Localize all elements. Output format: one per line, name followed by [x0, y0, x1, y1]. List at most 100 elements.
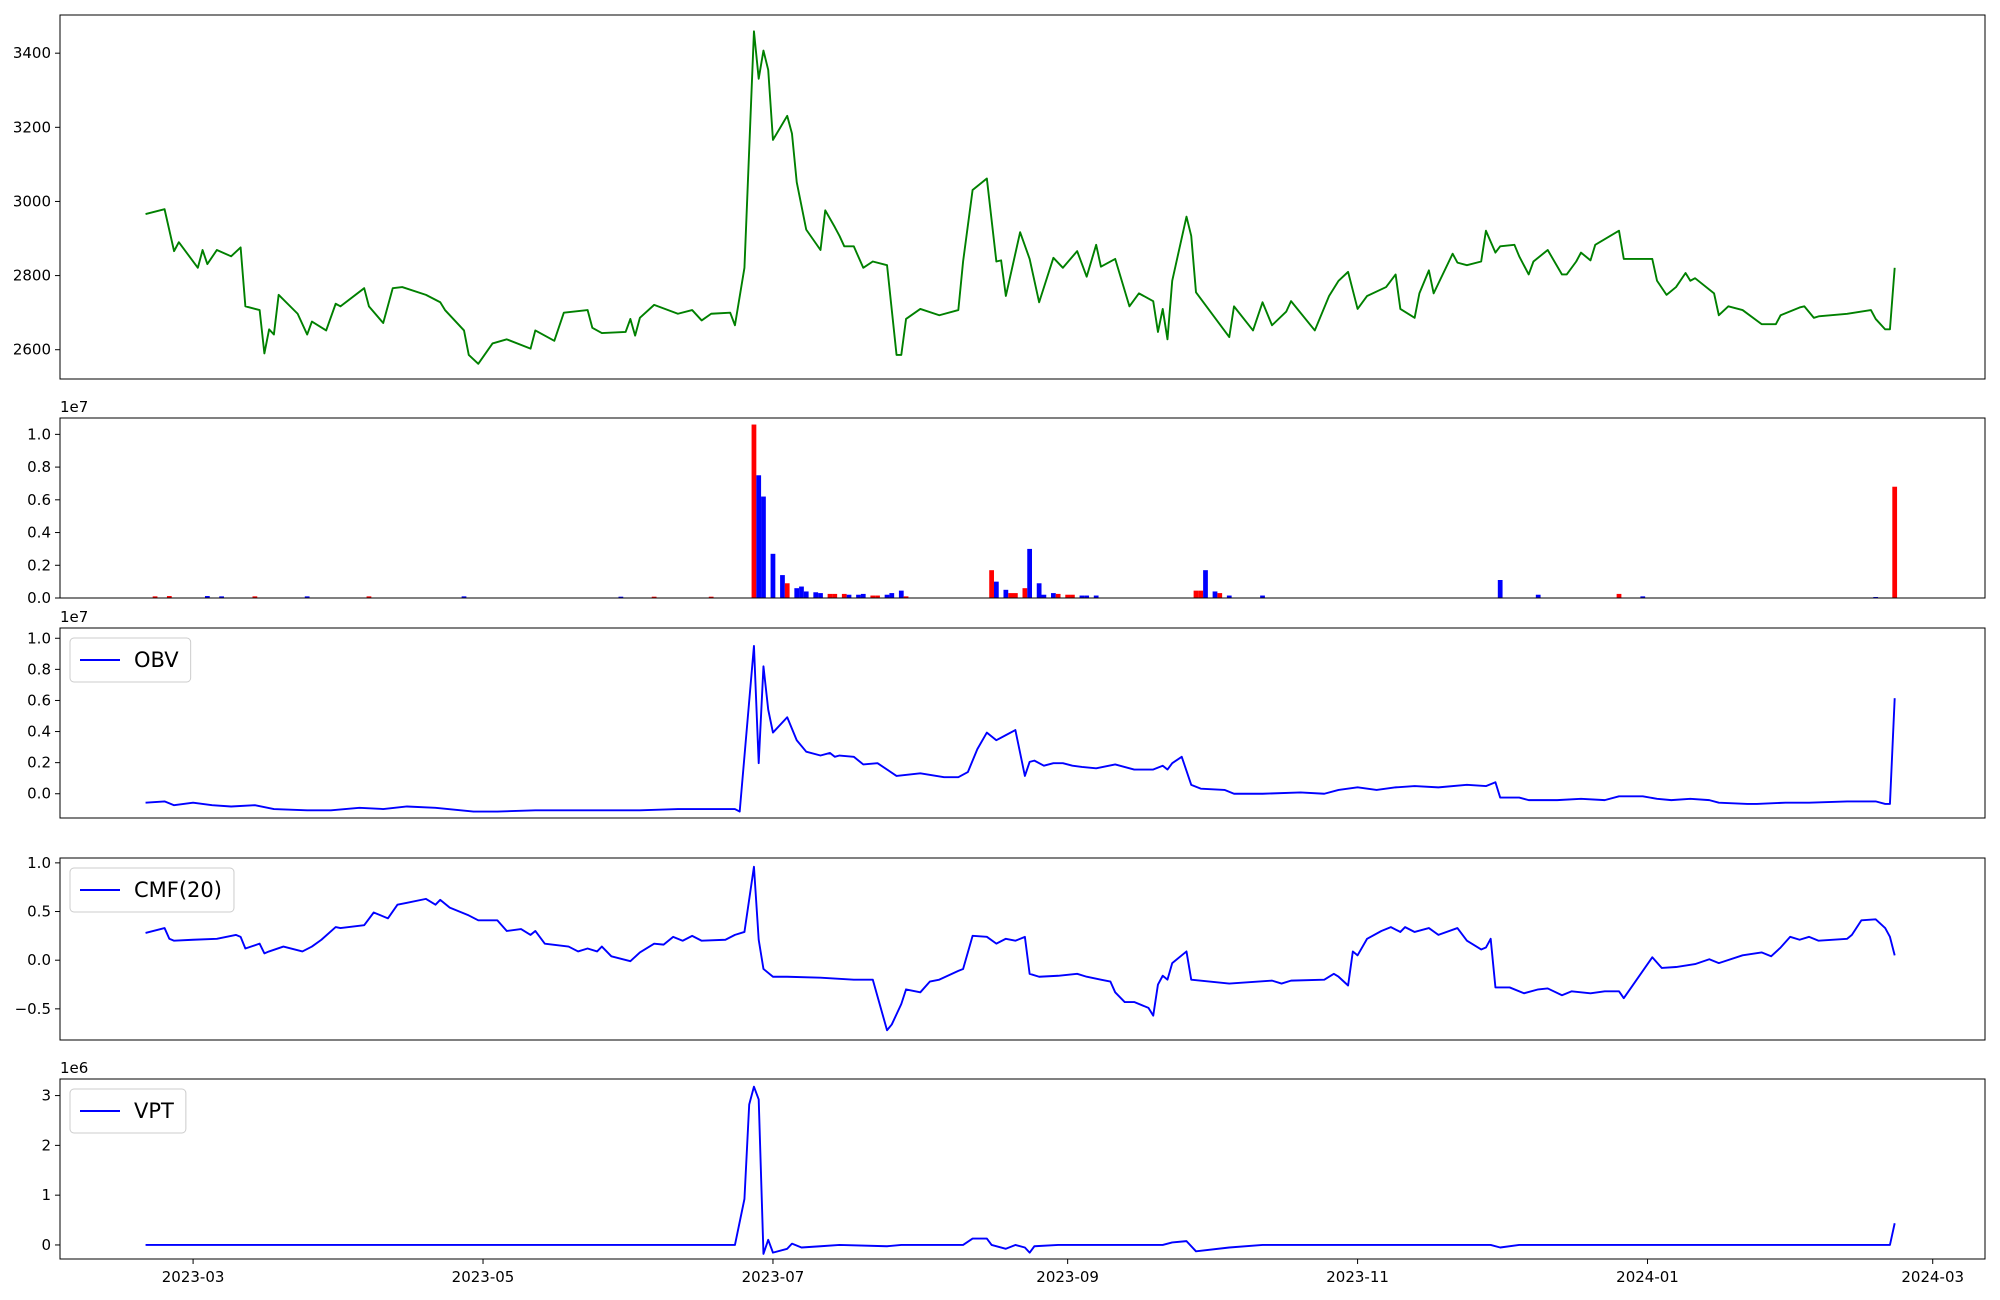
- legend-box: [69, 637, 192, 683]
- volume-bar: [856, 594, 861, 598]
- volume-bar: [761, 496, 766, 598]
- y-tick-label: 0.6: [27, 491, 51, 509]
- volume-bar: [1022, 588, 1028, 598]
- legend-label: VPT: [134, 1099, 174, 1123]
- volume-bar: [1193, 590, 1199, 598]
- legend-box: [69, 867, 235, 913]
- y-tick-label: 0.6: [27, 691, 51, 709]
- volume-bar: [799, 586, 804, 598]
- y-tick-label: 0.2: [27, 556, 51, 574]
- volume-bar: [889, 593, 895, 598]
- volume-bar: [166, 596, 172, 598]
- volume-bar: [841, 593, 847, 598]
- volume-bar: [884, 594, 890, 598]
- x-tick-label: 2023-07: [742, 1268, 805, 1286]
- panel: 0 1 2 3 1e6 2023-03 2023-05 2023-07 2023-09 2023-…: [41, 1059, 1986, 1286]
- volume-bar: [651, 596, 657, 598]
- volume-bar: [818, 593, 823, 598]
- volume-bar: [898, 590, 904, 598]
- volume-bar: [903, 596, 909, 598]
- y-tick-label: 1.0: [27, 425, 51, 443]
- volume-bar: [784, 583, 790, 598]
- volume-bar: [618, 596, 624, 598]
- volume-bar: [366, 596, 372, 598]
- volume-bar: [1051, 593, 1056, 598]
- volume-bar: [1892, 486, 1898, 598]
- y-tick-label: 3: [41, 1087, 51, 1105]
- y-tick-label: 0: [41, 1236, 51, 1254]
- volume-bar: [794, 588, 800, 598]
- volume-bar: [1203, 570, 1208, 598]
- volume-bar: [1260, 595, 1265, 598]
- y-tick-label: 0.0: [27, 785, 51, 803]
- volume-bar: [1198, 590, 1204, 598]
- volume-bar: [1027, 548, 1033, 598]
- y-tick-label: 0.4: [27, 524, 51, 542]
- volume-bar: [1036, 583, 1042, 598]
- volume-bar: [1070, 594, 1075, 598]
- y-tick-label: 1: [41, 1186, 51, 1204]
- volume-bar: [152, 596, 158, 598]
- volume-bar: [1217, 593, 1223, 598]
- volume-bar: [827, 593, 833, 598]
- volume-bar: [1065, 594, 1071, 598]
- volume-bar: [1084, 595, 1090, 598]
- panel: 0.0 0.2 0.4 0.6 0.8 1.0 1e7 OBV: [27, 608, 1986, 819]
- legend: CMF(20): [69, 867, 235, 913]
- volume-bar: [1003, 589, 1009, 598]
- legend: VPT: [69, 1088, 187, 1134]
- y-tick-label: 0.8: [27, 660, 51, 678]
- volume-bar: [756, 475, 762, 598]
- volume-bar: [870, 595, 876, 598]
- volume-bar: [1640, 596, 1646, 598]
- volume-bar: [1226, 595, 1232, 598]
- axis-offset-text: 1e7: [60, 398, 88, 416]
- axes-frame: [59, 417, 1986, 599]
- legend: OBV: [69, 637, 192, 683]
- axes-frame: [59, 1078, 1986, 1260]
- volume-bar: [1012, 593, 1018, 598]
- data-line: [145, 30, 1896, 365]
- data-line: [145, 644, 1896, 813]
- panel: −0.5 0.0 0.5 1.0 CMF(20): [15, 854, 1986, 1041]
- volume-bar: [252, 596, 258, 598]
- axes-frame: [59, 14, 1986, 380]
- volume-bar: [1093, 595, 1099, 598]
- volume-bar: [1616, 593, 1622, 598]
- legend-label: CMF(20): [134, 878, 222, 902]
- y-tick-label: 2600: [13, 341, 51, 359]
- panel: 2600 2800 3000 3200 3400: [13, 14, 1986, 380]
- y-tick-label: 0.0: [27, 589, 51, 607]
- y-tick-label: 0.2: [27, 754, 51, 772]
- x-tick-label: 2023-05: [452, 1268, 515, 1286]
- y-tick-label: 2: [41, 1136, 51, 1154]
- volume-bar: [860, 593, 866, 598]
- data-line: [145, 865, 1896, 1032]
- volume-bar: [204, 596, 210, 598]
- volume-bar: [846, 594, 852, 598]
- y-tick-label: 2800: [13, 267, 51, 285]
- x-tick-label: 2023-11: [1326, 1268, 1389, 1286]
- y-tick-label: 0.5: [27, 903, 51, 921]
- y-tick-label: 3200: [13, 118, 51, 136]
- axis-offset-text: 1e7: [60, 608, 88, 626]
- x-tick-label: 2023-03: [162, 1268, 225, 1286]
- volume-bar: [1212, 591, 1218, 598]
- volume-bar: [780, 575, 785, 598]
- volume-bar: [875, 595, 880, 598]
- y-tick-label: 1.0: [27, 854, 51, 872]
- data-line: [145, 1085, 1896, 1255]
- axes-frame: [59, 627, 1986, 819]
- panel: 0.0 0.2 0.4 0.6 0.8 1.0 1e7: [27, 398, 1986, 607]
- volume-bar: [813, 592, 819, 598]
- volume-bar: [1008, 593, 1013, 598]
- volume-bar: [1497, 580, 1503, 598]
- x-tick-label: 2023-09: [1036, 1268, 1099, 1286]
- y-tick-label: 0.8: [27, 458, 51, 476]
- axis-offset-text: 1e6: [60, 1059, 88, 1077]
- volume-bar: [1055, 593, 1061, 598]
- volume-bar: [708, 596, 714, 598]
